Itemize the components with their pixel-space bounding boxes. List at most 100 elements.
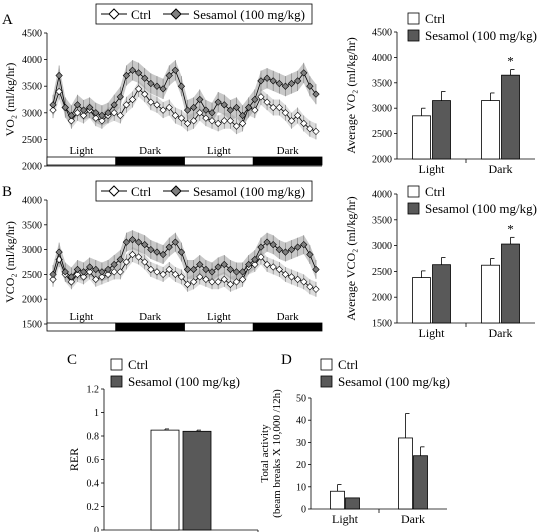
ctrl-point	[128, 95, 137, 104]
x-tick-label: Dark	[489, 162, 513, 176]
ctrl-point	[171, 111, 179, 120]
y-axis-label: RER	[67, 448, 81, 471]
ctrl-point	[86, 268, 94, 276]
sesamol-point	[73, 101, 82, 109]
legend-sesamol-marker	[170, 8, 182, 20]
legend-ctrl-label: Ctrl	[131, 7, 152, 22]
ctrl-point	[110, 109, 118, 117]
phase-label: Dark	[277, 145, 299, 157]
sesamol-point	[98, 111, 106, 120]
y-tick-label: 0	[94, 526, 99, 532]
ctrl-point	[73, 109, 82, 117]
legend-sesamol-swatch	[407, 202, 420, 215]
legend-sesamol-swatch	[320, 375, 333, 388]
ctrl-point	[226, 117, 234, 125]
ctrl-point	[226, 280, 234, 288]
chart-total-activity: 0 10 20 30 40 50 Light Dark Total activity (beam …	[259, 389, 447, 526]
y-tick-label: 40	[296, 416, 306, 427]
y-tick-label: 2500	[372, 129, 392, 140]
sesamol-point	[300, 241, 308, 249]
x-tick-label: Dark	[401, 512, 425, 526]
legend-sesamol-label: Sesamol (100 mg/kg)	[128, 374, 240, 389]
ctrl-point	[49, 275, 57, 283]
legend-ctrl-label: Ctrl	[425, 184, 446, 199]
legend-ctrl-swatch	[110, 358, 123, 371]
ctrl-point	[79, 273, 88, 281]
sesamol-point	[269, 241, 277, 249]
sesamol-point	[257, 243, 265, 251]
ctrl-point	[98, 117, 106, 125]
legend-sesamol-label: Sesamol (100 mg/kg)	[425, 201, 537, 216]
dark-phase-bar	[115, 156, 185, 166]
ctrl-bar	[481, 264, 500, 324]
y-tick-label: 2500	[22, 270, 42, 281]
y-tick-label: 3500	[22, 82, 42, 93]
legend-sesamol-label: Sesamol (100 mg/kg)	[193, 7, 305, 22]
y-tick-label: 0.8	[87, 432, 100, 443]
ctrl-point	[147, 265, 155, 274]
sesamol-point	[300, 69, 308, 77]
y-tick-label: 3000	[372, 104, 392, 115]
sesamol-point	[269, 77, 277, 85]
ctrl-point	[183, 280, 192, 288]
dark-phase-bar	[252, 322, 323, 332]
ctrl-point	[153, 268, 161, 276]
sesamol-point	[153, 248, 161, 256]
ctrl-point	[251, 106, 259, 114]
sesamol-point	[294, 243, 302, 251]
legend-ctrl-swatch	[320, 358, 333, 371]
ctrl-point	[257, 253, 265, 261]
sesamol-point	[135, 69, 143, 77]
sesamol-point	[275, 79, 283, 88]
sesamol-point	[245, 260, 253, 269]
legend-ctrl-swatch	[407, 185, 420, 198]
ctrl-point	[67, 278, 75, 286]
ctrl-point	[79, 111, 88, 120]
ctrl-point	[141, 90, 149, 98]
ctrl-point	[275, 265, 283, 274]
phase-label: Light	[207, 311, 231, 323]
ctrl-point	[294, 111, 302, 120]
sesamol-point	[104, 109, 112, 117]
y-tick-label: 4500	[22, 29, 42, 40]
ctrl-point	[214, 119, 222, 128]
y-tick-label: 4000	[22, 196, 42, 207]
error-band	[53, 230, 316, 287]
sesamol-point	[245, 103, 253, 112]
y-tick-label: 20	[296, 460, 306, 471]
y-tick-label: 1500	[372, 319, 392, 330]
sesamol-point	[165, 243, 173, 251]
ctrl-point	[281, 109, 290, 117]
sesamol-point	[141, 74, 149, 82]
panel-letter-d: D	[281, 352, 292, 368]
legend-ctrl-swatch	[407, 12, 420, 25]
sesamol-bar	[432, 100, 451, 160]
ctrl-point	[263, 98, 271, 106]
chart-vo2-time-course: 2000 2500 3000 3500 4000 4500 VO₂ (ml/kg/hr) Li…	[3, 29, 323, 173]
sesamol-bar	[501, 243, 520, 324]
ctrl-point	[232, 122, 241, 130]
ctrl-point	[177, 114, 186, 122]
chart-average-vco2: 1500 2000 2500 3000 3500 4000 Light Dark * Averag…	[344, 190, 535, 340]
sesamol-point	[55, 71, 63, 80]
sesamol-point	[92, 109, 100, 117]
ctrl-point	[306, 125, 314, 133]
panel-letter-a: A	[2, 12, 13, 28]
dark-phase-bar	[252, 156, 323, 166]
sesamol-point	[196, 95, 204, 104]
sesamol-point	[116, 255, 124, 264]
sesamol-point	[116, 93, 124, 101]
legend-sesamol-marker	[170, 185, 182, 197]
y-axis-label: Average VCO₂ (ml/kg/hr)	[344, 196, 358, 320]
ctrl-point	[177, 273, 186, 281]
legend-a: Ctrl Sesamol (100 mg/kg)	[95, 3, 313, 25]
y-tick-label: 0.2	[87, 502, 100, 513]
sesamol-point	[135, 238, 143, 246]
ctrl-bar	[412, 115, 431, 160]
ctrl-point	[312, 285, 320, 293]
sesamol-point	[214, 263, 222, 271]
legend-sesamol-swatch	[110, 375, 123, 388]
legend-ctrl-label: Ctrl	[425, 11, 446, 26]
x-tick-label: Dark	[489, 326, 513, 340]
